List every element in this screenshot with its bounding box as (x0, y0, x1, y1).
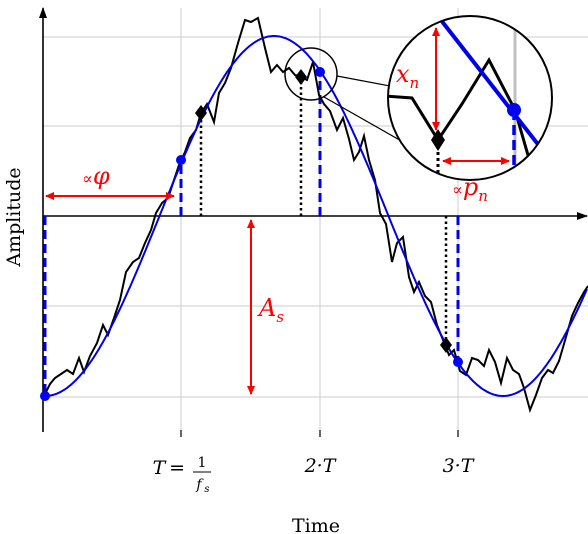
noisy-signal (42, 16, 588, 414)
svg-text:1: 1 (198, 455, 207, 471)
svg-text:f: f (195, 477, 204, 493)
tick-label-T: T = (153, 457, 185, 479)
noise-amplitude-label: xn (396, 60, 419, 92)
svg-text:s: s (204, 484, 209, 495)
noise-period-label: ∝pn (452, 173, 488, 205)
amplitude-label: As (257, 294, 284, 326)
noisy-sample-points (195, 69, 452, 353)
tick-label-3T: 3·T (443, 455, 475, 477)
noisy-sample-droplines (199, 77, 448, 345)
zoom-inset (387, 15, 553, 181)
tick-label-2T: 2·T (304, 455, 337, 477)
phase-label: ∝φ (82, 162, 110, 190)
tick-label-T-fraction: 1 f s (193, 455, 211, 495)
x-axis-label: Time (292, 515, 340, 534)
ideal-signal (42, 35, 588, 398)
zoom-source-circle (284, 47, 338, 101)
sample-points (40, 67, 463, 401)
y-axis-label: Amplitude (3, 167, 25, 267)
